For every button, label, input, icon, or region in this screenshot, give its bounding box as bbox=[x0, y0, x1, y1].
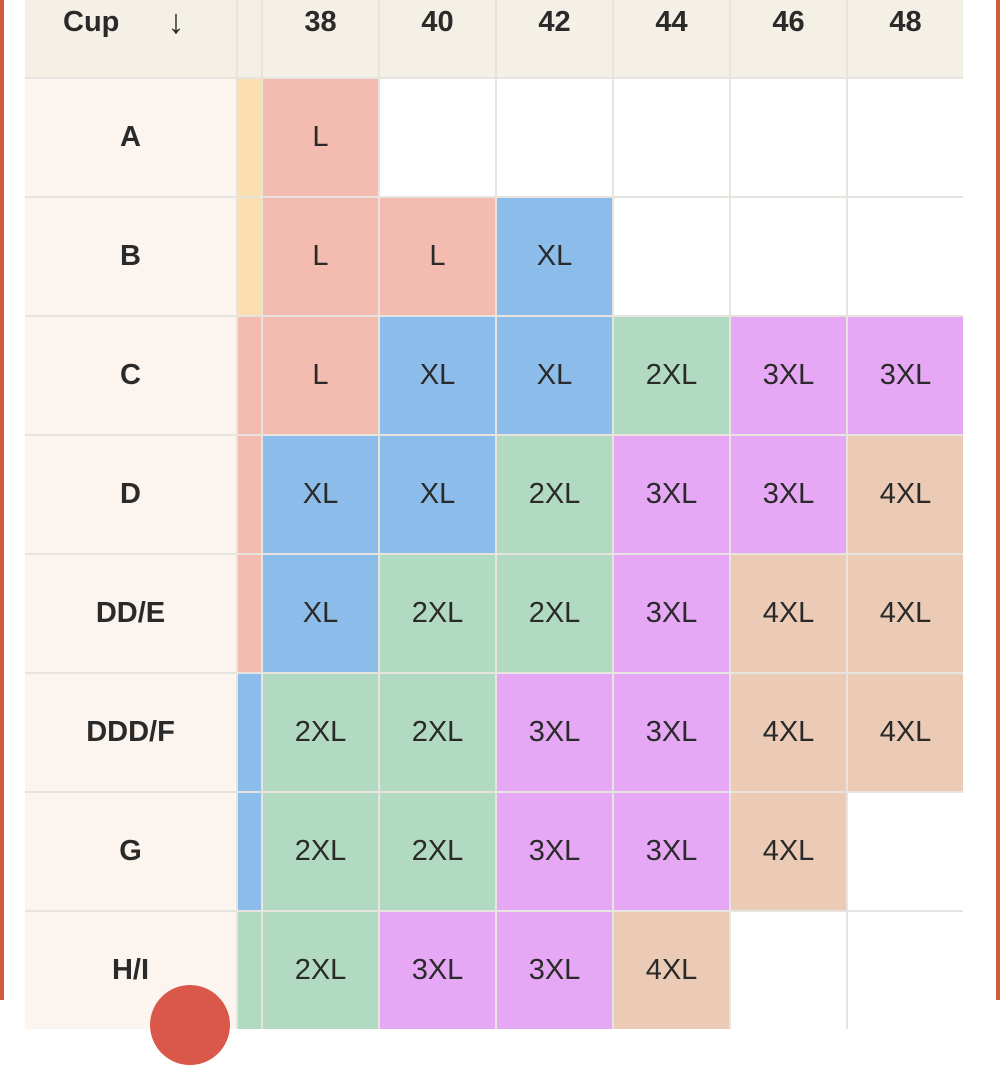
size-cell: 3XL bbox=[380, 912, 495, 1029]
cup-header[interactable]: Cup ↓ bbox=[25, 0, 236, 77]
size-cell: 3XL bbox=[614, 436, 729, 553]
size-cell: 3XL bbox=[614, 674, 729, 791]
size-cell: 3XL bbox=[614, 793, 729, 910]
size-cell: 2XL bbox=[263, 674, 378, 791]
size-cell: 2XL bbox=[614, 317, 729, 434]
sort-arrow-down-icon[interactable]: ↓ bbox=[167, 3, 185, 41]
cup-row-label: DDD/F bbox=[25, 674, 236, 791]
size-cell: L bbox=[263, 198, 378, 315]
band-size-header: 46 bbox=[731, 0, 846, 77]
row-strip bbox=[238, 912, 261, 1029]
size-cell: 2XL bbox=[380, 555, 495, 672]
row-strip bbox=[238, 793, 261, 910]
size-cell: 3XL bbox=[497, 912, 612, 1029]
header-strip bbox=[238, 0, 261, 77]
size-cell: 2XL bbox=[380, 793, 495, 910]
size-cell: 3XL bbox=[848, 317, 963, 434]
size-cell: 4XL bbox=[848, 436, 963, 553]
size-cell bbox=[497, 79, 612, 196]
size-chart-table: Cup ↓ 38 40 42 44 46 48 A L B L L XL C L… bbox=[25, 0, 963, 1029]
size-cell: 3XL bbox=[497, 674, 612, 791]
cup-row-label: DD/E bbox=[25, 555, 236, 672]
size-cell bbox=[614, 198, 729, 315]
band-size-header: 42 bbox=[497, 0, 612, 77]
left-frame-border bbox=[0, 0, 4, 1000]
size-cell: 4XL bbox=[848, 555, 963, 672]
row-strip bbox=[238, 317, 261, 434]
size-cell bbox=[614, 79, 729, 196]
size-cell: 3XL bbox=[614, 555, 729, 672]
size-cell bbox=[731, 79, 846, 196]
size-cell: 4XL bbox=[614, 912, 729, 1029]
cup-row-label: C bbox=[25, 317, 236, 434]
size-cell: 4XL bbox=[848, 674, 963, 791]
size-cell: 2XL bbox=[263, 793, 378, 910]
row-strip bbox=[238, 555, 261, 672]
cup-row-label: G bbox=[25, 793, 236, 910]
floating-action-button[interactable] bbox=[150, 985, 230, 1065]
size-cell: 3XL bbox=[497, 793, 612, 910]
size-cell bbox=[731, 198, 846, 315]
row-strip bbox=[238, 436, 261, 553]
right-frame-border bbox=[996, 0, 1000, 1000]
size-cell bbox=[848, 912, 963, 1029]
cup-header-label: Cup bbox=[63, 6, 120, 38]
band-size-header: 40 bbox=[380, 0, 495, 77]
band-size-header: 48 bbox=[848, 0, 963, 77]
size-cell: L bbox=[380, 198, 495, 315]
size-cell: 2XL bbox=[263, 912, 378, 1029]
row-strip bbox=[238, 674, 261, 791]
size-cell: XL bbox=[380, 317, 495, 434]
band-size-header: 44 bbox=[614, 0, 729, 77]
cup-row-label: D bbox=[25, 436, 236, 553]
size-cell: L bbox=[263, 317, 378, 434]
size-cell bbox=[848, 793, 963, 910]
size-cell: 3XL bbox=[731, 436, 846, 553]
size-cell bbox=[848, 79, 963, 196]
size-cell: L bbox=[263, 79, 378, 196]
size-cell: XL bbox=[497, 317, 612, 434]
size-cell: 2XL bbox=[497, 555, 612, 672]
band-size-header: 38 bbox=[263, 0, 378, 77]
size-cell: 4XL bbox=[731, 555, 846, 672]
row-strip bbox=[238, 198, 261, 315]
cup-row-label: B bbox=[25, 198, 236, 315]
size-cell: XL bbox=[263, 436, 378, 553]
cup-row-label: A bbox=[25, 79, 236, 196]
size-cell: XL bbox=[497, 198, 612, 315]
size-cell bbox=[848, 198, 963, 315]
size-cell: 3XL bbox=[731, 317, 846, 434]
size-cell bbox=[731, 912, 846, 1029]
size-cell: 4XL bbox=[731, 674, 846, 791]
size-cell: XL bbox=[263, 555, 378, 672]
size-cell: 2XL bbox=[497, 436, 612, 553]
size-cell bbox=[380, 79, 495, 196]
size-cell: 2XL bbox=[380, 674, 495, 791]
size-cell: XL bbox=[380, 436, 495, 553]
size-cell: 4XL bbox=[731, 793, 846, 910]
row-strip bbox=[238, 79, 261, 196]
